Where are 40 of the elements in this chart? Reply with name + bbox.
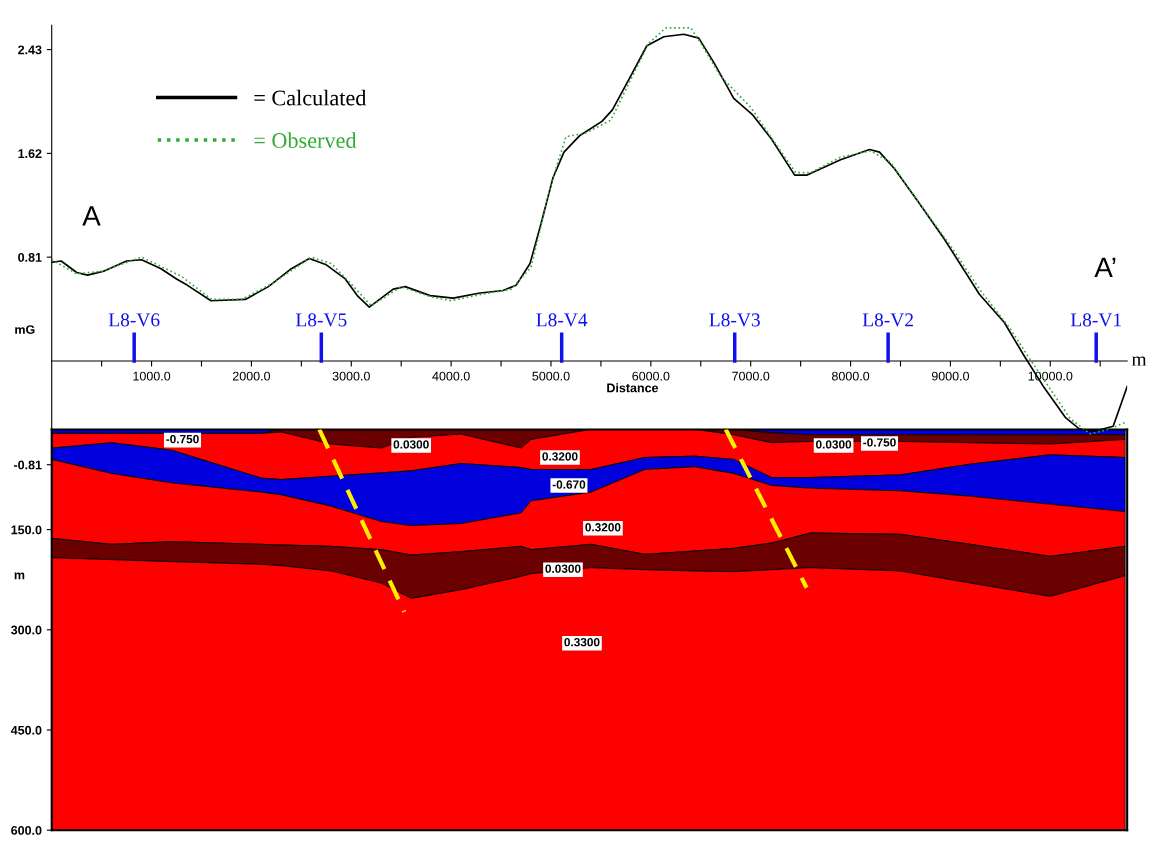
legend-label: = Observed <box>254 132 357 148</box>
legend-label: = Calculated <box>254 89 367 106</box>
y-tick-label: 150.0 <box>11 525 42 535</box>
y-tick-label: 600.0 <box>11 826 42 835</box>
x-tick-label: 2000.0 <box>232 371 271 381</box>
annotation: A <box>82 206 101 226</box>
annotation: -0.750 <box>863 438 896 447</box>
annotation: -0.750 <box>166 434 199 444</box>
x-tick-label: 8000.0 <box>831 371 870 381</box>
text: m <box>1131 356 1147 366</box>
x-tick-label: 1000.0 <box>133 371 171 381</box>
y-tick-label: -0.81 <box>13 460 42 470</box>
annotation: 0.3300 <box>564 637 600 647</box>
ref-line-label: L8-V6 <box>108 313 160 327</box>
x-tick-label: 6000.0 <box>632 371 670 381</box>
y-axis-title: m <box>14 572 25 580</box>
y-tick-label: 450.0 <box>10 725 42 735</box>
annotation: 0.3200 <box>542 452 578 461</box>
x-tick-label: 4000.0 <box>432 371 470 381</box>
ref-line-label: L8-V1 <box>1070 313 1121 327</box>
x-axis-title: Distance <box>607 383 659 393</box>
annotation: 0.3200 <box>585 523 621 532</box>
ref-line-label: L8-V5 <box>295 313 347 327</box>
x-tick-label: 7000.0 <box>732 371 770 381</box>
annotation: 0.0300 <box>393 440 429 449</box>
annotation: 0.0300 <box>545 564 581 573</box>
x-tick-label: 3000.0 <box>332 371 370 381</box>
annotation: 0.0300 <box>816 440 852 449</box>
y-tick-label: 300.0 <box>10 625 42 635</box>
y-axis-title: mG <box>15 325 35 334</box>
y-tick-label: 0.81 <box>18 252 42 262</box>
annotation: -0.670 <box>552 480 586 489</box>
ref-line-label: L8-V4 <box>536 313 588 327</box>
ref-line-label: L8-V2 <box>862 313 913 327</box>
annotation: A’ <box>1094 257 1116 277</box>
x-tick-label: 5000.0 <box>532 371 570 381</box>
x-tick-label: 9000.0 <box>931 371 970 381</box>
ref-line-label: L8-V3 <box>709 313 760 327</box>
y-tick-label: 1.62 <box>18 149 42 159</box>
y-tick-label: 2.43 <box>18 45 42 55</box>
